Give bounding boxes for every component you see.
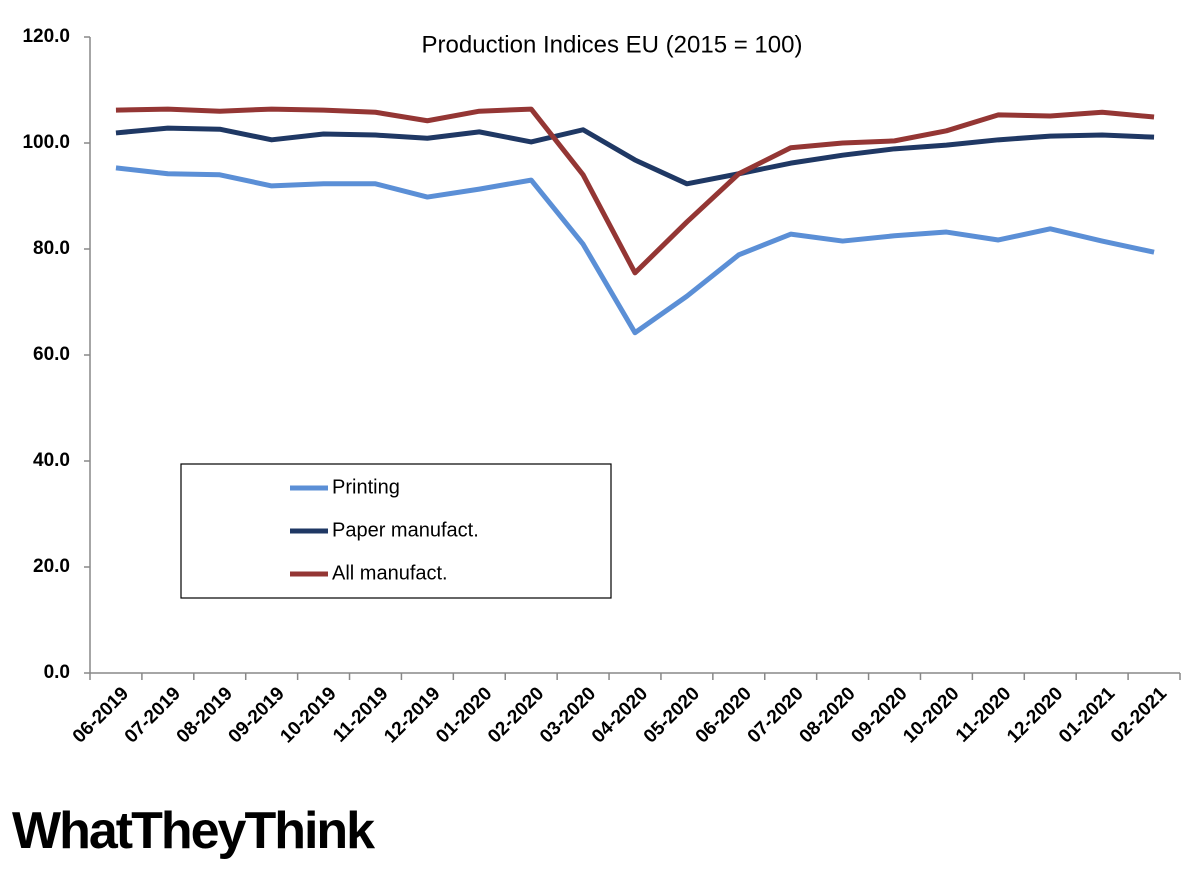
x-tick-label: 01-2020 [432,683,496,747]
y-tick-label: 60.0 [33,344,70,365]
x-tick-label: 07-2020 [744,683,808,747]
x-tick-label: 08-2019 [173,683,237,747]
y-tick-label: 100.0 [22,132,70,153]
x-tick-label: 03-2020 [536,683,600,747]
x-tick-label: 06-2019 [69,683,133,747]
x-tick-label: 01-2021 [1055,683,1119,747]
legend-label: Printing [332,476,400,498]
x-tick-label: 11-2020 [952,683,1015,746]
y-tick-label: 120.0 [22,26,70,47]
y-tick-label: 40.0 [33,450,70,471]
series-line [115,165,1155,336]
x-tick-label: 11-2019 [329,683,392,746]
x-tick-label: 02-2020 [484,683,548,747]
x-tick-label: 04-2020 [588,683,652,747]
legend-label: All manufact. [332,562,448,584]
x-tick-label: 08-2020 [796,683,860,747]
chart-title: Production Indices EU (2015 = 100) [422,31,803,58]
x-tick-label: 05-2020 [640,683,704,747]
x-tick-label: 02-2021 [1107,683,1171,747]
logo: WhatTheyThink [12,802,375,860]
series-line [115,106,1155,276]
y-tick-label: 80.0 [33,238,70,259]
y-tick-label: 0.0 [44,662,70,683]
x-tick-label: 10-2020 [899,683,963,747]
x-tick-label: 12-2020 [1003,683,1067,747]
legend-label: Paper manufact. [332,519,479,541]
x-tick-label: 09-2020 [847,683,911,747]
y-tick-label: 20.0 [33,556,70,577]
x-tick-label: 06-2020 [692,683,756,747]
legend-box [180,463,612,599]
series-line [115,125,1155,187]
x-tick-label: 10-2019 [276,683,340,747]
x-tick-label: 07-2019 [121,683,185,747]
x-tick-label: 09-2019 [225,683,289,747]
x-tick-label: 12-2019 [380,683,444,747]
